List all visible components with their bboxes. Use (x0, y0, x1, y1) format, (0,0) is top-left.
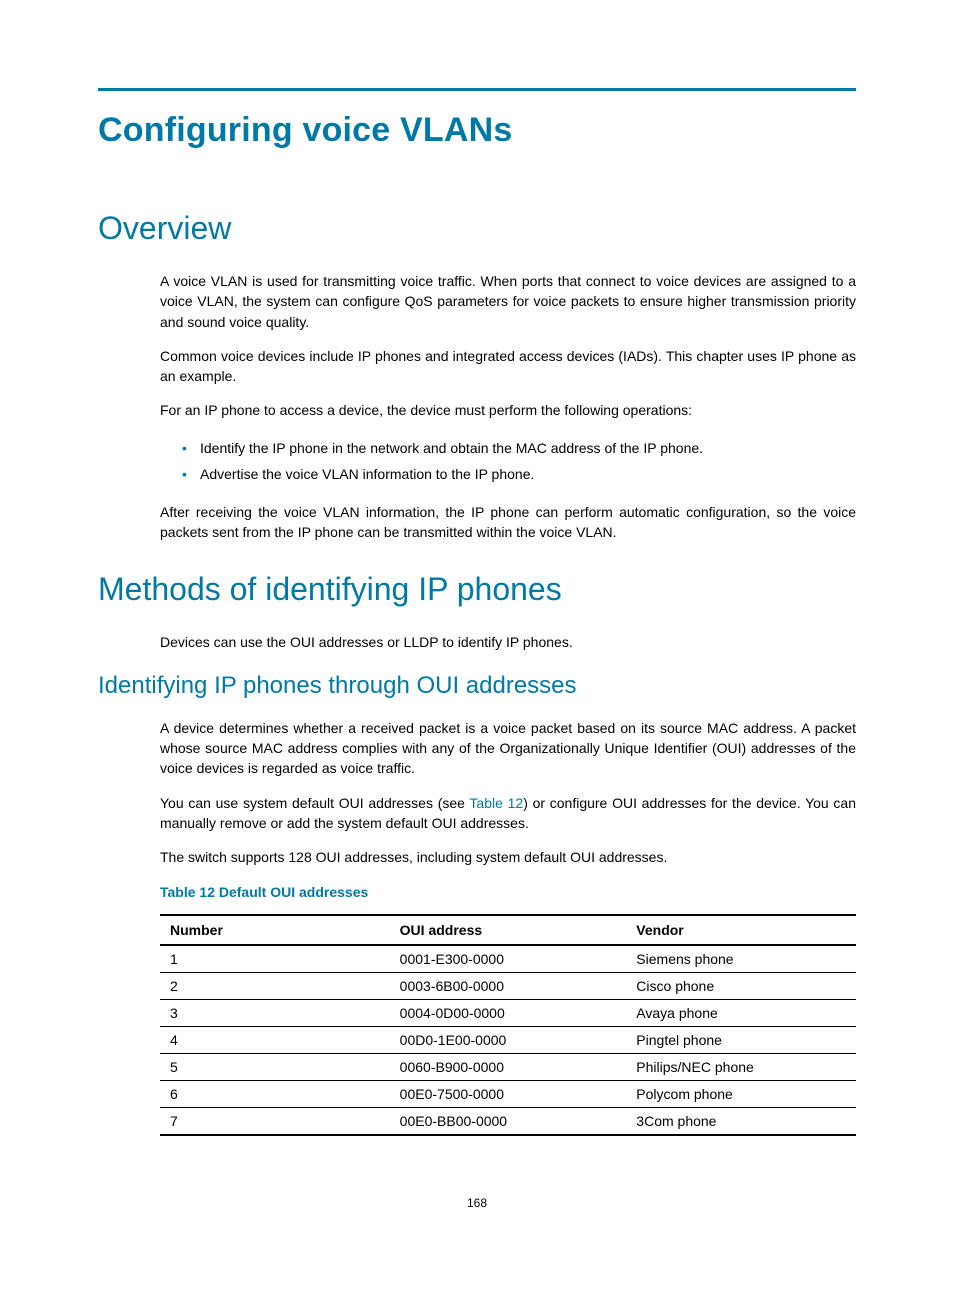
oui-p2: You can use system default OUI addresses… (160, 793, 856, 834)
methods-p1: Devices can use the OUI addresses or LLD… (160, 632, 856, 652)
cell-oui: 0060-B900-0000 (390, 1053, 627, 1080)
cell-oui: 00E0-BB00-0000 (390, 1107, 627, 1135)
table-header-row: Number OUI address Vendor (160, 915, 856, 945)
overview-bullets: Identify the IP phone in the network and… (160, 435, 856, 488)
cell-vendor: 3Com phone (626, 1107, 856, 1135)
oui-p2-pre: You can use system default OUI addresses… (160, 795, 469, 811)
col-header-oui: OUI address (390, 915, 627, 945)
list-item: Identify the IP phone in the network and… (182, 435, 856, 462)
table-row: 4 00D0-1E00-0000 Pingtel phone (160, 1026, 856, 1053)
page-title: Configuring voice VLANs (98, 111, 856, 150)
table-row: 2 0003-6B00-0000 Cisco phone (160, 972, 856, 999)
page-container: Configuring voice VLANs Overview A voice… (0, 0, 954, 1270)
cell-number: 6 (160, 1080, 390, 1107)
cell-vendor: Pingtel phone (626, 1026, 856, 1053)
overview-p1: A voice VLAN is used for transmitting vo… (160, 271, 856, 332)
table-row: 3 0004-0D00-0000 Avaya phone (160, 999, 856, 1026)
list-item: Advertise the voice VLAN information to … (182, 461, 856, 488)
cell-number: 7 (160, 1107, 390, 1135)
cell-number: 4 (160, 1026, 390, 1053)
table-body: 1 0001-E300-0000 Siemens phone 2 0003-6B… (160, 945, 856, 1135)
table-row: 7 00E0-BB00-0000 3Com phone (160, 1107, 856, 1135)
oui-p3: The switch supports 128 OUI addresses, i… (160, 847, 856, 867)
methods-heading: Methods of identifying IP phones (98, 571, 856, 608)
overview-p2: Common voice devices include IP phones a… (160, 346, 856, 387)
oui-p1: A device determines whether a received p… (160, 718, 856, 779)
table-row: 1 0001-E300-0000 Siemens phone (160, 945, 856, 973)
cell-vendor: Siemens phone (626, 945, 856, 973)
cell-oui: 0004-0D00-0000 (390, 999, 627, 1026)
table-caption: Table 12 Default OUI addresses (160, 884, 856, 900)
table-row: 6 00E0-7500-0000 Polycom phone (160, 1080, 856, 1107)
cell-vendor: Polycom phone (626, 1080, 856, 1107)
cell-oui: 00D0-1E00-0000 (390, 1026, 627, 1053)
top-rule (98, 88, 856, 91)
page-number: 168 (98, 1196, 856, 1210)
cell-oui: 0001-E300-0000 (390, 945, 627, 973)
cell-number: 1 (160, 945, 390, 973)
cell-oui: 0003-6B00-0000 (390, 972, 627, 999)
methods-body: Devices can use the OUI addresses or LLD… (160, 632, 856, 652)
cell-number: 3 (160, 999, 390, 1026)
cell-vendor: Philips/NEC phone (626, 1053, 856, 1080)
oui-heading: Identifying IP phones through OUI addres… (98, 672, 856, 700)
overview-p4: After receiving the voice VLAN informati… (160, 502, 856, 543)
col-header-number: Number (160, 915, 390, 945)
cell-number: 5 (160, 1053, 390, 1080)
overview-p3: For an IP phone to access a device, the … (160, 400, 856, 420)
overview-heading: Overview (98, 210, 856, 247)
table-12-link[interactable]: Table 12 (469, 795, 523, 811)
col-header-vendor: Vendor (626, 915, 856, 945)
cell-number: 2 (160, 972, 390, 999)
overview-body: A voice VLAN is used for transmitting vo… (160, 271, 856, 543)
cell-vendor: Avaya phone (626, 999, 856, 1026)
table-row: 5 0060-B900-0000 Philips/NEC phone (160, 1053, 856, 1080)
oui-body: A device determines whether a received p… (160, 718, 856, 1136)
oui-table: Number OUI address Vendor 1 0001-E300-00… (160, 914, 856, 1136)
cell-oui: 00E0-7500-0000 (390, 1080, 627, 1107)
cell-vendor: Cisco phone (626, 972, 856, 999)
